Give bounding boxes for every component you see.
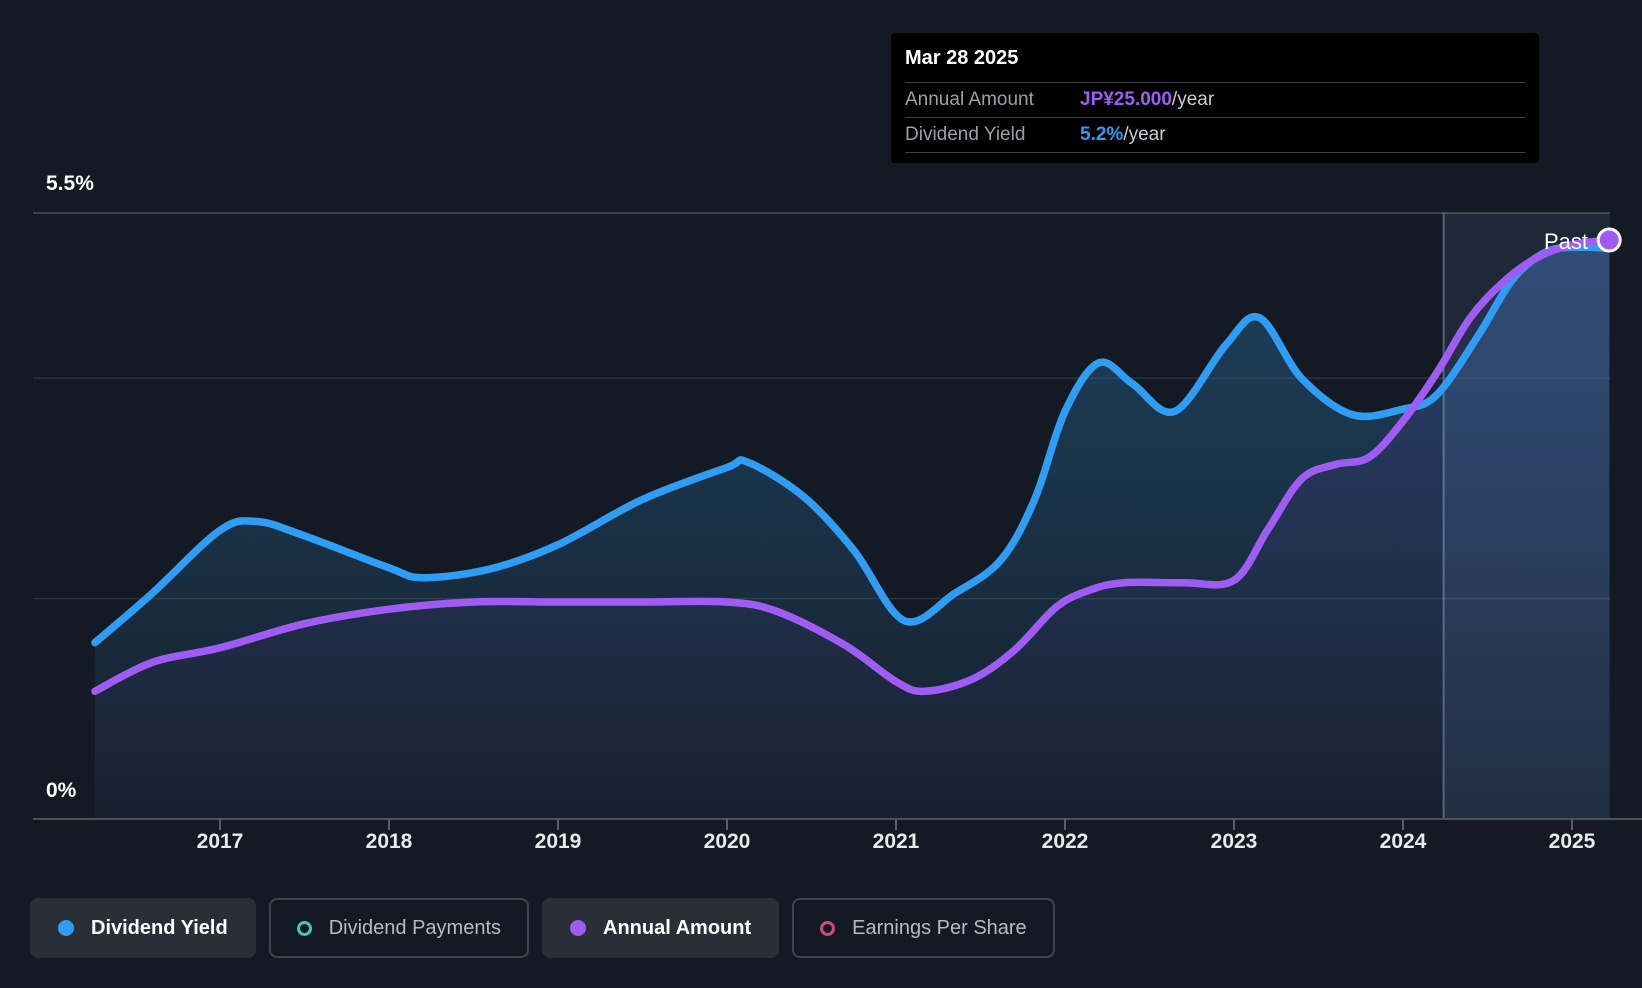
legend-label: Annual Amount [603, 916, 752, 939]
tooltip-row-label: Dividend Yield [905, 124, 1026, 145]
tooltip-row: Dividend Yield 5.2%/year [905, 117, 1525, 153]
x-axis-labels: 2017 2018 2019 2020 2021 2022 2023 2024 2025 [0, 830, 1642, 860]
tooltip-row-value: JP¥25.000 [1080, 89, 1172, 110]
x-axis-label-2021: 2021 [872, 830, 920, 853]
tooltip-row: Annual Amount JP¥25.000/year [905, 82, 1525, 117]
x-axis-label-2018: 2018 [365, 830, 413, 853]
chart-tooltip: Mar 28 2025 Annual Amount JP¥25.000/year D… [891, 33, 1539, 163]
legend-label: Earnings Per Share [852, 916, 1027, 939]
area-fills [94, 240, 1610, 819]
annual-amount-swatch-icon [570, 920, 587, 936]
x-axis-label-2024: 2024 [1379, 830, 1427, 853]
x-axis-label-2017: 2017 [196, 830, 244, 853]
past-label: Past [1544, 229, 1588, 254]
legend-button-earnings-per-share[interactable]: Earnings Per Share [792, 898, 1055, 958]
legend-label: Dividend Yield [91, 916, 228, 939]
tooltip-date: Mar 28 2025 [905, 47, 1019, 69]
dividend-yield-swatch-icon [58, 920, 74, 936]
tooltip-row-suffix: /year [1123, 124, 1166, 145]
x-axis-label-2023: 2023 [1210, 830, 1258, 853]
x-axis-label-2025: 2025 [1548, 830, 1596, 853]
tooltip-row-label: Annual Amount [905, 89, 1034, 110]
x-axis [33, 818, 1642, 830]
series-lines [91, 236, 1613, 696]
dividend-payments-swatch-icon [296, 920, 312, 936]
past-year-highlight-band [1442, 213, 1610, 819]
x-axis-label-2019: 2019 [534, 830, 582, 853]
series-end-marker [1596, 227, 1622, 253]
legend-button-dividend-yield[interactable]: Dividend Yield [30, 898, 256, 958]
y-axis-max-label: 5.5% [46, 172, 94, 195]
x-axis-label-2022: 2022 [1041, 830, 1089, 853]
x-axis-label-2020: 2020 [703, 830, 751, 853]
tooltip-row-value: 5.2% [1080, 124, 1124, 145]
earnings-per-share-swatch-icon [820, 920, 836, 936]
legend-label: Dividend Payments [328, 916, 502, 939]
legend-button-dividend-payments[interactable]: Dividend Payments [268, 898, 530, 958]
legend-button-annual-amount[interactable]: Annual Amount [542, 898, 780, 958]
y-axis-min-label: 0% [46, 779, 77, 802]
tooltip-row-suffix: /year [1171, 89, 1215, 110]
chart-legend: Dividend Yield Dividend Payments Annual Am… [30, 898, 1055, 958]
